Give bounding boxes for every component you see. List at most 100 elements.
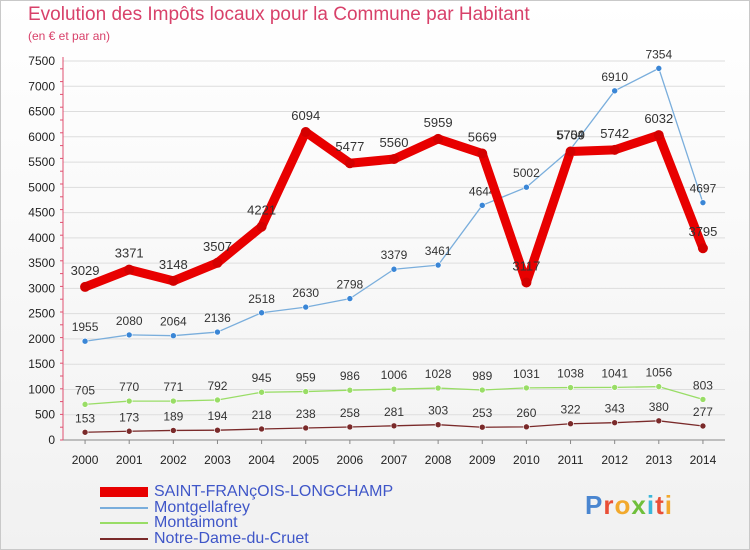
data-label: 6094 bbox=[291, 108, 320, 123]
data-point bbox=[523, 423, 530, 431]
x-tick-label: 2005 bbox=[292, 453, 319, 467]
data-point bbox=[302, 303, 310, 311]
data-point bbox=[258, 309, 265, 317]
data-label: 4221 bbox=[247, 203, 276, 218]
data-label: 1031 bbox=[513, 367, 540, 381]
data-point bbox=[611, 384, 618, 391]
data-label: 4697 bbox=[690, 182, 717, 196]
y-tick-label: 4500 bbox=[28, 206, 55, 220]
data-label: 322 bbox=[561, 403, 581, 417]
data-label: 4644 bbox=[469, 184, 496, 198]
data-label: 5002 bbox=[513, 166, 540, 180]
data-point bbox=[523, 183, 530, 191]
data-label: 258 bbox=[340, 406, 360, 420]
legend-swatch-saint-francois-longchamp bbox=[100, 486, 148, 497]
data-point bbox=[655, 417, 663, 425]
data-point bbox=[567, 420, 574, 428]
data-point bbox=[389, 154, 399, 165]
x-tick-label: 2014 bbox=[690, 453, 717, 467]
data-point bbox=[390, 422, 398, 430]
data-label: 3507 bbox=[203, 239, 232, 254]
data-label: 7354 bbox=[645, 47, 672, 61]
series-1: 1955 2080 2064 2136 2518 2630 2798 3379 3461 4644… bbox=[72, 47, 717, 345]
data-point bbox=[655, 65, 663, 72]
data-point bbox=[434, 261, 442, 269]
data-point bbox=[124, 264, 135, 275]
y-tick-label: 500 bbox=[35, 408, 55, 422]
data-point bbox=[699, 199, 707, 206]
y-tick-label: 6000 bbox=[28, 130, 55, 144]
data-point bbox=[697, 243, 708, 254]
data-point bbox=[170, 397, 177, 405]
data-label: 3461 bbox=[425, 244, 452, 258]
data-point bbox=[477, 148, 488, 159]
data-point bbox=[346, 295, 354, 302]
data-label: 194 bbox=[207, 409, 227, 423]
legend-label-saint-francois-longchamp: SAINT-FRANçOIS-LONGCHAMP bbox=[154, 482, 394, 500]
data-label: 6032 bbox=[644, 111, 673, 126]
legend-swatch-montaimont bbox=[100, 521, 148, 524]
data-label: 277 bbox=[693, 405, 713, 419]
data-point bbox=[302, 424, 310, 432]
data-label: 989 bbox=[472, 369, 492, 383]
chart-subtitle: (en € et par an) bbox=[28, 29, 111, 43]
legend-label-montaimont: Montaimont bbox=[154, 513, 238, 531]
legend-item-notre-dame-du-cruet: Notre-Dame-du-Cruet bbox=[100, 530, 309, 547]
x-tick-label: 2003 bbox=[204, 453, 231, 467]
y-tick-label: 2000 bbox=[28, 332, 55, 346]
y-tick-label: 7500 bbox=[28, 54, 55, 68]
data-label: 2518 bbox=[248, 292, 275, 306]
data-point bbox=[390, 385, 398, 393]
x-tick-label: 2002 bbox=[160, 453, 187, 467]
data-label: 3795 bbox=[688, 224, 717, 239]
data-label: 771 bbox=[163, 380, 183, 394]
data-label: 189 bbox=[163, 409, 183, 423]
data-point bbox=[168, 275, 179, 286]
data-point bbox=[170, 427, 177, 434]
legend-label-montgellafrey: Montgellafrey bbox=[154, 498, 251, 516]
data-point bbox=[655, 383, 663, 390]
data-label: 2798 bbox=[337, 278, 364, 292]
data-label: 5754 bbox=[557, 128, 584, 142]
data-label: 5669 bbox=[468, 130, 497, 145]
data-point bbox=[390, 265, 398, 273]
x-tick-label: 2004 bbox=[248, 453, 275, 467]
x-tick-label: 2009 bbox=[469, 453, 496, 467]
y-tick-label: 4000 bbox=[28, 231, 55, 245]
y-tick-label: 5000 bbox=[28, 180, 55, 194]
data-point bbox=[611, 419, 618, 426]
data-label: 3379 bbox=[381, 248, 408, 262]
data-label: 380 bbox=[649, 400, 669, 414]
data-point bbox=[214, 396, 221, 404]
data-label: 281 bbox=[384, 405, 404, 419]
x-tick-label: 2006 bbox=[337, 453, 364, 467]
data-label: 253 bbox=[472, 406, 492, 420]
x-tick-label: 2007 bbox=[381, 453, 408, 467]
data-point bbox=[478, 202, 486, 209]
data-label: 2064 bbox=[160, 315, 187, 329]
data-point bbox=[609, 144, 620, 155]
data-point bbox=[699, 422, 707, 430]
data-point bbox=[611, 87, 618, 95]
data-point bbox=[567, 384, 574, 391]
data-label: 303 bbox=[428, 404, 448, 418]
y-tick-label: 3500 bbox=[28, 256, 55, 270]
x-tick-label: 2008 bbox=[425, 453, 452, 467]
data-label: 705 bbox=[75, 383, 95, 397]
data-label: 153 bbox=[75, 411, 95, 425]
data-label: 260 bbox=[516, 406, 536, 420]
data-point bbox=[81, 428, 89, 436]
data-point bbox=[125, 397, 133, 405]
data-point bbox=[81, 337, 89, 345]
data-point bbox=[344, 158, 355, 169]
data-label: 5709 bbox=[556, 128, 585, 143]
x-tick-label: 2011 bbox=[558, 453, 584, 467]
data-label: 1028 bbox=[425, 367, 452, 381]
data-label: 1006 bbox=[381, 368, 408, 382]
data-point bbox=[125, 427, 133, 435]
x-tick-label: 2012 bbox=[601, 453, 628, 467]
legend-item-montaimont: Montaimont bbox=[100, 513, 238, 531]
data-label: 1041 bbox=[601, 366, 628, 380]
proxiti-logo: Proxiti bbox=[585, 490, 673, 520]
